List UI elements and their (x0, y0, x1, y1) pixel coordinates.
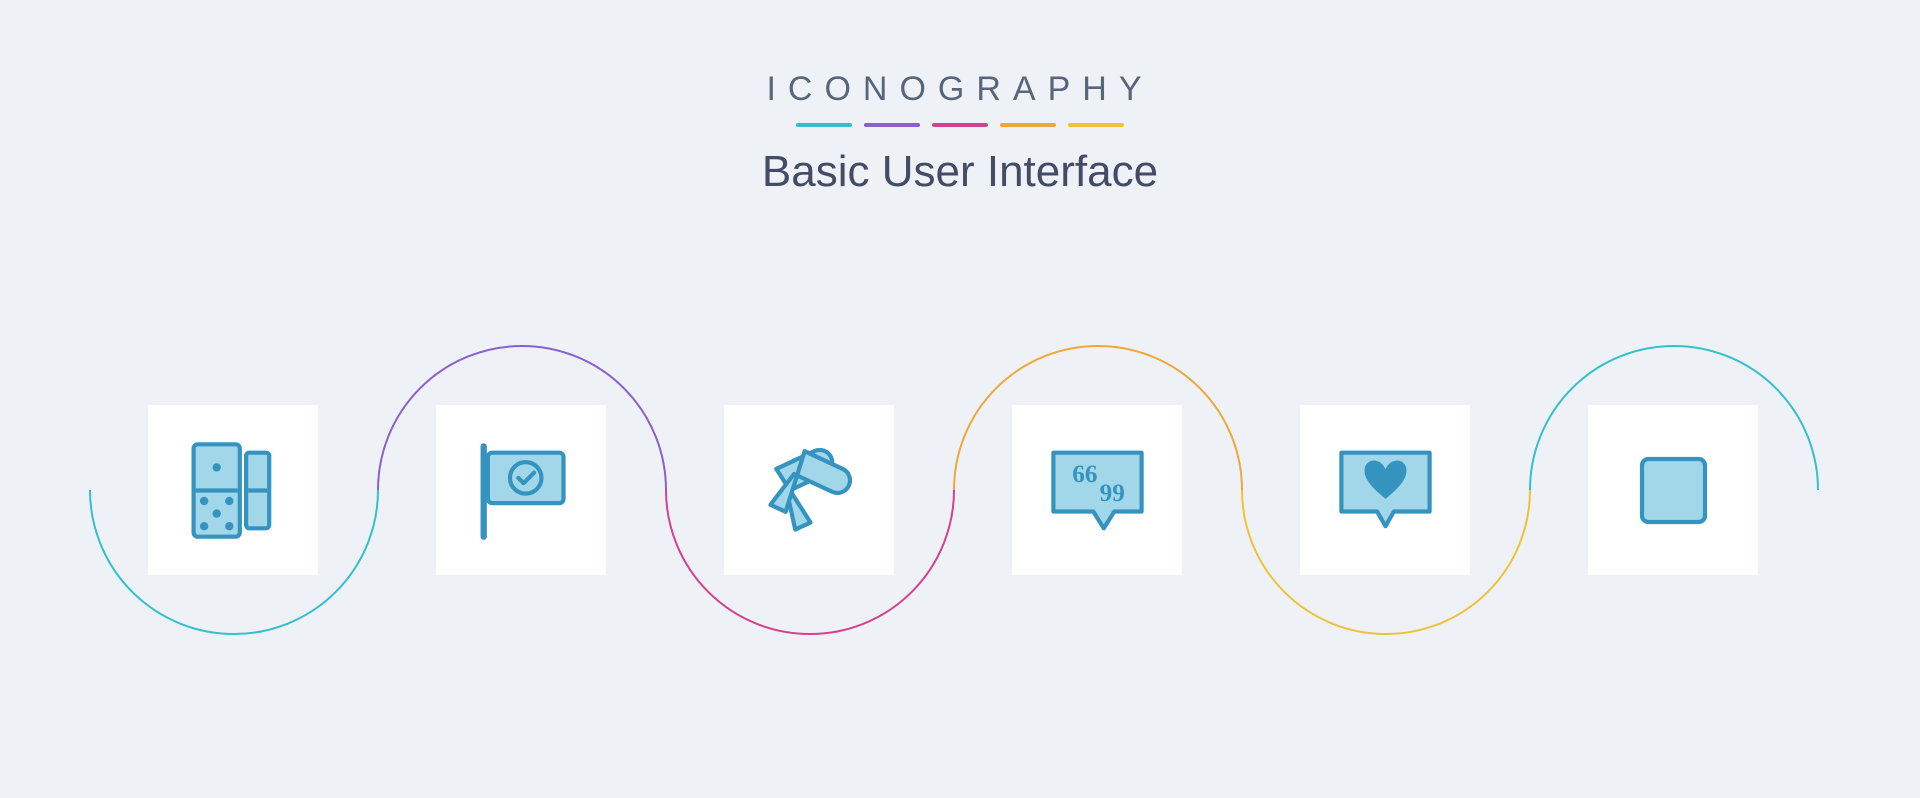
placeholder-icon (1621, 438, 1726, 543)
icon-card: 66 99 (1012, 405, 1182, 575)
stripe-seg (864, 123, 920, 127)
svg-text:66: 66 (1072, 461, 1097, 488)
header: ICONOGRAPHY Basic User Interface (0, 70, 1920, 197)
heart-chat-icon (1333, 438, 1438, 543)
svg-text:99: 99 (1099, 480, 1124, 507)
stripe-seg (1068, 123, 1124, 127)
icon-card (148, 405, 318, 575)
icon-card (436, 405, 606, 575)
stripe-seg (796, 123, 852, 127)
color-stripe (0, 123, 1920, 127)
stripe-seg (932, 123, 988, 127)
domino-icon (181, 438, 286, 543)
brand-word: ICONOGRAPHY (0, 70, 1920, 109)
icon-card (1588, 405, 1758, 575)
page-subtitle: Basic User Interface (0, 147, 1920, 197)
megaphone-cross-icon (757, 438, 862, 543)
icon-card (1300, 405, 1470, 575)
icon-card (724, 405, 894, 575)
quote-chat-icon: 66 99 (1045, 438, 1150, 543)
flag-check-icon (469, 438, 574, 543)
stripe-seg (1000, 123, 1056, 127)
